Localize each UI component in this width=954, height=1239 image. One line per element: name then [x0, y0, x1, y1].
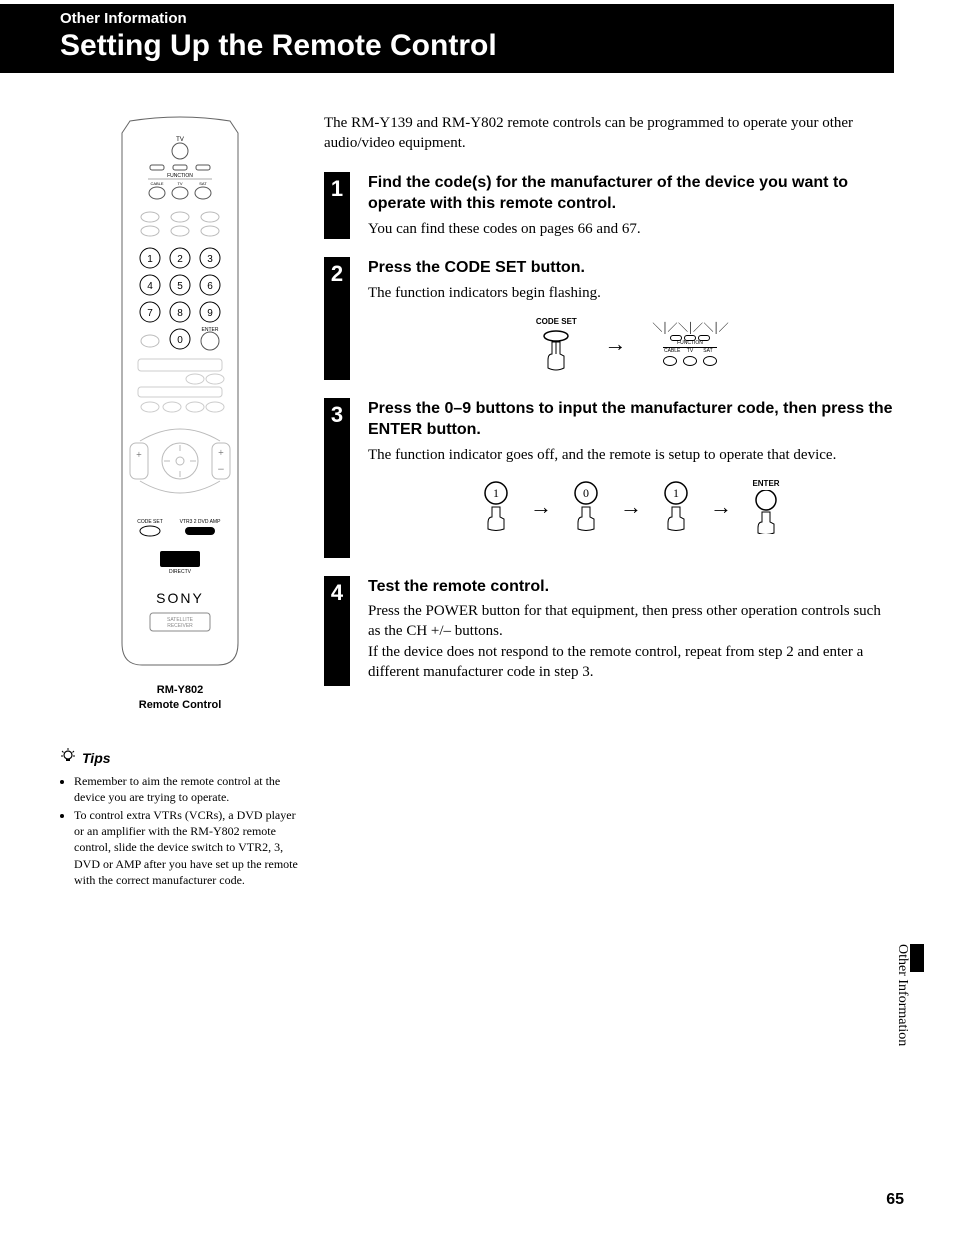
tips-title: Tips: [82, 749, 111, 768]
step-text: You can find these codes on pages 66 and…: [368, 219, 894, 239]
codeset-label: CODE SET: [536, 317, 577, 328]
step-text: Press the POWER button for that equipmen…: [368, 601, 894, 682]
svg-text:3: 3: [207, 254, 213, 265]
svg-text:FUNCTION: FUNCTION: [167, 173, 193, 179]
svg-text:−: −: [218, 462, 225, 476]
arrow-icon: →: [530, 492, 552, 522]
svg-text:8: 8: [177, 308, 183, 319]
step-number: 1: [324, 172, 350, 239]
svg-text:1: 1: [493, 486, 499, 500]
step-number: 3: [324, 398, 350, 558]
step-title: Press the CODE SET button.: [368, 257, 894, 279]
svg-text:CABLE: CABLE: [150, 181, 163, 186]
page-header: Other Information Setting Up the Remote …: [0, 4, 894, 73]
svg-text:4: 4: [147, 281, 153, 292]
enter-label: ENTER: [752, 479, 779, 490]
svg-text:TV: TV: [177, 181, 182, 186]
step-number: 4: [324, 576, 350, 686]
svg-text:1: 1: [147, 254, 153, 265]
tip-item: Remember to aim the remote control at th…: [74, 773, 300, 805]
arrow-icon: →: [604, 329, 626, 359]
section-label: Other Information: [60, 10, 874, 27]
side-tab: Other Information: [894, 944, 924, 1046]
arrow-icon: →: [620, 492, 642, 522]
step-4: 4 Test the remote control. Press the POW…: [324, 576, 894, 686]
remote-label: Remote Control: [60, 698, 300, 713]
svg-text:0: 0: [583, 486, 589, 500]
svg-text:6: 6: [207, 281, 213, 292]
key-press-icon: 1: [656, 481, 696, 531]
step-title: Press the 0–9 buttons to input the manuf…: [368, 398, 894, 441]
side-tab-label: Other Information: [895, 944, 910, 1046]
svg-text:SONY: SONY: [156, 590, 204, 606]
step-title: Test the remote control.: [368, 576, 894, 598]
svg-text:5: 5: [177, 281, 183, 292]
svg-text:+: +: [218, 448, 224, 459]
code-entry-diagram: 1 → 0 →: [368, 479, 894, 534]
svg-text:+: +: [136, 450, 142, 461]
svg-text:DIRECTV: DIRECTV: [169, 569, 192, 575]
svg-text:SAT: SAT: [199, 181, 207, 186]
press-icon: [534, 328, 578, 372]
step-text: The function indicators begin flashing.: [368, 283, 894, 303]
step-1: 1 Find the code(s) for the manufacturer …: [324, 172, 894, 239]
step-3: 3 Press the 0–9 buttons to input the man…: [324, 398, 894, 558]
step-2: 2 Press the CODE SET button. The functio…: [324, 257, 894, 380]
page-title: Setting Up the Remote Control: [60, 29, 874, 63]
svg-text:1: 1: [673, 486, 679, 500]
tv-label: TV: [176, 137, 184, 143]
svg-text:0: 0: [177, 335, 183, 346]
svg-text:9: 9: [207, 308, 213, 319]
svg-text:7: 7: [147, 308, 153, 319]
sparkle-icon: ＼│／ ＼│／ ＼│／: [652, 322, 727, 336]
svg-text:RECEIVER: RECEIVER: [167, 623, 193, 629]
page-number: 65: [886, 1191, 904, 1209]
tips-block: Tips Remember to aim the remote control …: [60, 748, 300, 888]
intro-text: The RM-Y139 and RM-Y802 remote controls …: [324, 113, 894, 154]
arrow-icon: →: [710, 492, 732, 522]
bulb-icon: [60, 748, 76, 769]
step-title: Find the code(s) for the manufacturer of…: [368, 172, 894, 215]
side-tab-marker: [910, 944, 924, 972]
enter-press-icon: [746, 490, 786, 534]
codeset-diagram: CODE SET → ＼│／ ＼│／ ＼│／ FUNCTION: [368, 317, 894, 372]
function-indicator: FUNCTION CABLE TV SAT: [663, 335, 717, 366]
step-number: 2: [324, 257, 350, 380]
key-press-icon: 1: [476, 481, 516, 531]
tip-item: To control extra VTRs (VCRs), a DVD play…: [74, 807, 300, 888]
remote-model: RM-Y802: [60, 683, 300, 698]
svg-text:VTR3 2 DVD AMP: VTR3 2 DVD AMP: [180, 519, 222, 525]
step-text: The function indicator goes off, and the…: [368, 445, 894, 465]
svg-text:2: 2: [177, 254, 183, 265]
svg-text:CODE SET: CODE SET: [137, 519, 163, 525]
remote-illustration: TV FUNCTION CABLE TV SAT: [60, 113, 300, 714]
key-press-icon: 0: [566, 481, 606, 531]
